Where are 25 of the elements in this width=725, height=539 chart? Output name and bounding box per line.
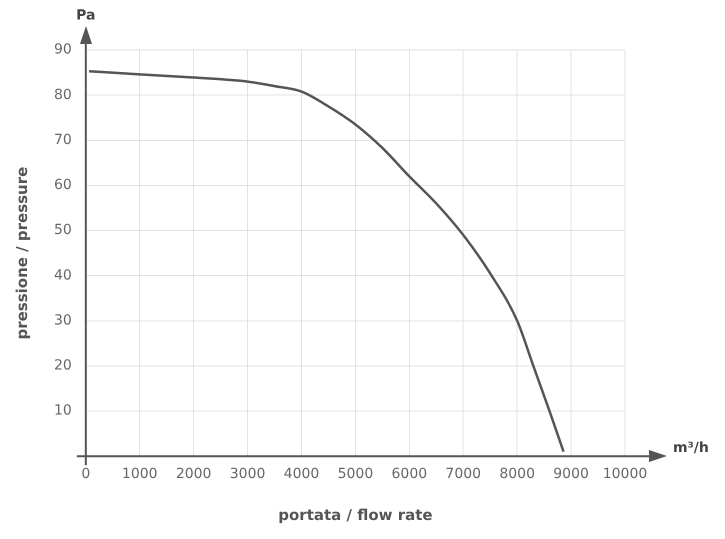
x-tick-label: 3000 <box>230 466 266 482</box>
y-tick-label: 60 <box>54 177 72 194</box>
text: m³/h <box>673 440 709 456</box>
x-axis-title: portata / flow rate <box>278 506 433 524</box>
x-tick-label: 9000 <box>553 466 589 482</box>
y-tick-label: 50 <box>54 222 72 238</box>
x-tick-label: 8000 <box>499 466 535 482</box>
line-series <box>88 70 565 453</box>
x-tick-label: 0 <box>81 466 90 482</box>
x-tick-label: 5000 <box>338 466 374 482</box>
text: Pa <box>76 8 96 24</box>
x-tick-label: 1000 <box>122 466 158 482</box>
y-tick-label: 20 <box>54 358 72 374</box>
y-tick-label: 30 <box>54 312 72 328</box>
y-tick-label: 80 <box>54 86 72 103</box>
x-tick-label: 7000 <box>445 466 482 482</box>
x-tick-label: 10000 <box>602 466 648 482</box>
y-tick-label: 40 <box>54 267 72 284</box>
x-tick-label: 6000 <box>392 466 428 482</box>
x-tick-label: 2000 <box>176 466 212 482</box>
x-tick-label: 4000 <box>284 466 320 482</box>
y-tick-label: 70 <box>54 132 72 148</box>
y-tick-label: 90 <box>54 42 72 58</box>
y-axis-title: pressione / pressure <box>12 166 31 340</box>
y-tick-label: 10 <box>54 402 72 419</box>
